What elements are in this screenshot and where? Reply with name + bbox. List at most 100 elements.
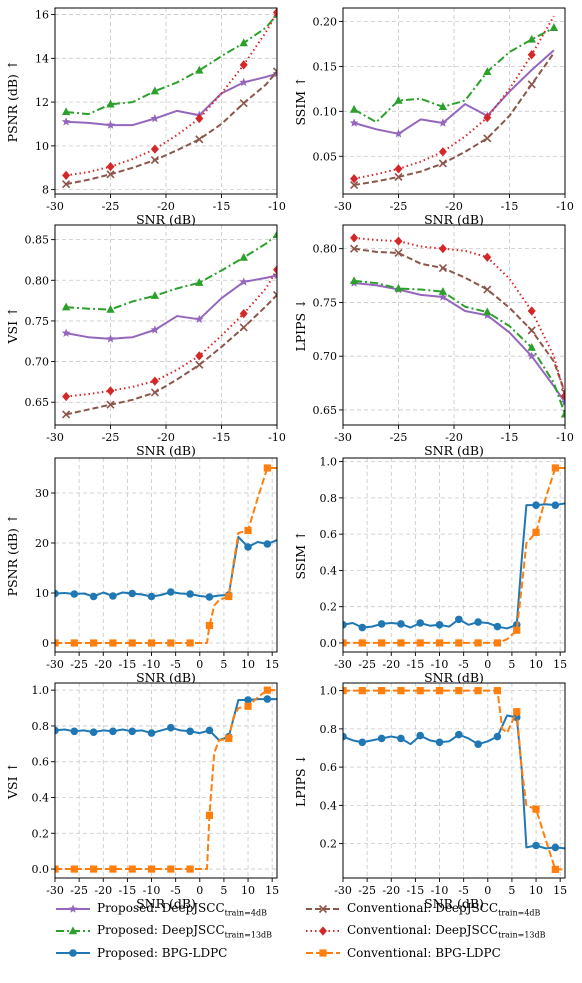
- data-point-convBPG: [109, 639, 117, 647]
- x-tick-label: -30: [46, 658, 64, 671]
- series-line-prop4: [66, 72, 277, 127]
- data-point-propBPG: [55, 589, 59, 598]
- data-point-prop4: [61, 117, 71, 126]
- data-point-propBPG: [167, 588, 175, 596]
- data-point-conv13: [150, 144, 159, 154]
- x-tick-label: -15: [407, 658, 425, 671]
- x-axis-label: SNR (dB): [424, 443, 484, 458]
- x-tick-label: -30: [334, 431, 352, 444]
- data-point-prop4: [106, 120, 115, 129]
- series-line-prop13: [66, 13, 277, 116]
- series-line-conv4: [65, 70, 277, 186]
- x-tick-label: -20: [445, 200, 463, 213]
- y-axis-label: LPIPS ↓: [293, 298, 308, 351]
- x-axis-label: SNR (dB): [136, 670, 196, 685]
- data-point-propBPG: [551, 501, 560, 509]
- data-point-propBPG: [263, 695, 272, 703]
- legend-label-subscript: train=4dB: [498, 908, 541, 918]
- series-line-conv13: [353, 15, 555, 180]
- x-tick-label: 10: [529, 658, 543, 671]
- data-point-convBPG: [474, 639, 482, 647]
- data-point-convBPG: [263, 686, 271, 694]
- series-line-conv4: [65, 294, 277, 416]
- data-point-prop13: [394, 283, 403, 292]
- y-tick-label: 0.4: [320, 799, 338, 812]
- x-tick-label: -5: [170, 884, 181, 897]
- y-tick-label: 0.70: [25, 356, 50, 369]
- data-point-prop13: [150, 291, 160, 299]
- x-tick-label: -15: [501, 431, 519, 444]
- legend-item-conv13: Conventional: DeepJSCCtrain=13dB: [305, 922, 546, 940]
- y-tick-label: 0.8: [320, 723, 338, 736]
- data-point-propBPG: [343, 732, 347, 741]
- data-point-convBPG: [378, 687, 386, 695]
- data-point-convBPG: [455, 639, 463, 647]
- data-point-prop13: [150, 86, 160, 95]
- y-tick-label: 30: [35, 487, 49, 500]
- data-point-convBPG: [263, 464, 271, 472]
- x-tick-label: -10: [143, 658, 161, 671]
- data-point-conv13: [527, 50, 536, 60]
- data-point-prop13: [239, 252, 248, 261]
- legend-label-subscript: train=4dB: [224, 908, 267, 918]
- x-tick-label: -30: [334, 658, 352, 671]
- data-point-conv4: [272, 67, 277, 76]
- y-tick-label: 0.2: [32, 827, 50, 840]
- legend-marker: [319, 949, 327, 957]
- data-point-convBPG: [378, 639, 386, 647]
- data-point-convBPG: [205, 811, 214, 819]
- x-tick-label: -30: [46, 884, 64, 897]
- x-tick-label: 10: [529, 884, 543, 897]
- data-point-prop4: [150, 325, 160, 334]
- legend-item-conv4: Conventional: DeepJSCCtrain=4dB: [305, 900, 540, 918]
- data-point-propBPG: [532, 501, 540, 509]
- data-point-convBPG: [128, 865, 136, 873]
- data-point-conv4: [483, 285, 492, 294]
- series-line-conv4: [353, 247, 565, 394]
- legend-label: Proposed: DeepJSCCtrain=13dB: [97, 923, 272, 939]
- data-point-convBPG: [416, 639, 424, 647]
- y-tick-label: 10: [35, 587, 49, 600]
- legend-label-main: Proposed: DeepJSCC: [97, 900, 225, 915]
- data-point-prop4: [394, 129, 403, 138]
- series-line-prop13: [354, 279, 565, 415]
- data-point-conv13: [527, 306, 536, 316]
- y-tick-label: 0.05: [313, 150, 338, 163]
- data-point-prop13: [438, 287, 448, 295]
- legend-item-convBPG: Conventional: BPG-LDPC: [305, 944, 501, 962]
- legend-marker: [69, 949, 77, 957]
- x-tick-label: 15: [553, 658, 567, 671]
- series-line-convBPG: [55, 689, 277, 871]
- data-point-conv13: [62, 170, 71, 180]
- legend-item-propBPG: Proposed: BPG-LDPC: [55, 944, 227, 962]
- series-line-convBPG: [343, 689, 565, 871]
- chart-panel-8: -30 -25 -20 -15 -10 -5 0 5 10 15 0.2 0.4 0.6 0.8 1.0 SN…: [293, 682, 567, 911]
- legend-label-main: Conventional: BPG-LDPC: [347, 946, 501, 960]
- y-tick-label: 0: [42, 637, 49, 650]
- series-line-prop4: [65, 274, 277, 340]
- data-point-convBPG: [358, 687, 366, 695]
- x-tick-label: 15: [265, 658, 279, 671]
- data-point-prop4: [239, 77, 249, 87]
- plot-frame: [342, 682, 566, 879]
- y-tick-label: 0.2: [320, 601, 338, 614]
- data-point-convBPG: [435, 687, 444, 695]
- chart-panel-4: -30 -25 -20 -15 -10 0.65 0.70 0.75 0.80 SNR (dB) L…: [293, 224, 574, 458]
- x-tick-label: -25: [358, 884, 376, 897]
- series-line-propBPG: [343, 714, 565, 850]
- data-point-convBPG: [167, 865, 175, 873]
- x-axis-label: SNR (dB): [424, 212, 484, 227]
- plot-frame: [342, 457, 566, 653]
- data-point-prop4: [106, 334, 115, 343]
- data-point-convBPG: [244, 526, 252, 535]
- data-point-convBPG: [551, 464, 559, 472]
- legend-label-main: Conventional: DeepJSCC: [347, 922, 499, 937]
- data-point-propBPG: [397, 620, 405, 628]
- data-point-convBPG: [532, 805, 540, 813]
- x-tick-label: 0: [484, 884, 491, 897]
- chart-panel-7: -30 -25 -20 -15 -10 -5 0 5 10 15 0.0 0.2 0.4 0.6 0.8 1.…: [5, 682, 279, 911]
- data-point-convBPG: [513, 708, 521, 716]
- data-point-prop13: [349, 104, 359, 113]
- data-point-conv13: [438, 244, 447, 254]
- data-point-conv4: [394, 248, 403, 258]
